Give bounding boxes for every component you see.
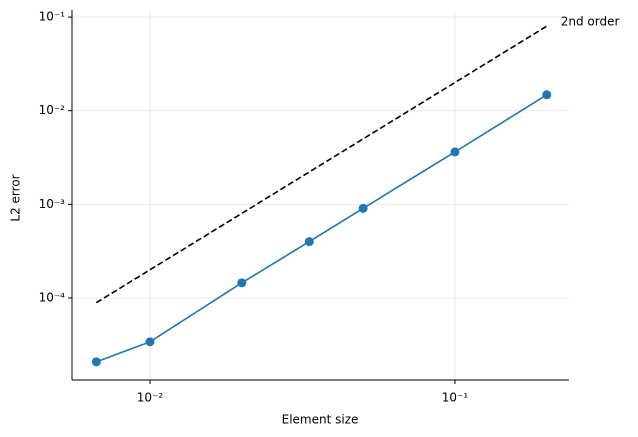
y-tick-label: 10⁻¹: [39, 10, 66, 24]
x-tick-label: 10⁻²: [137, 391, 164, 405]
data-point: [304, 237, 314, 247]
y-tick-label: 10⁻³: [39, 197, 66, 211]
data-point: [91, 357, 101, 367]
data-point: [358, 203, 368, 213]
series-line: [96, 94, 548, 363]
x-tick-label: 10⁻¹: [442, 391, 469, 405]
data-point: [542, 90, 552, 100]
data-point: [450, 147, 460, 157]
y-tick-label: 10⁻²: [39, 103, 66, 117]
data-point: [237, 278, 247, 288]
x-axis-label: Element size: [282, 413, 359, 427]
y-axis-label: L2 error: [9, 174, 23, 221]
series-label: 2nd order: [561, 15, 620, 29]
series-line: [95, 25, 548, 304]
data-point: [145, 337, 155, 347]
y-tick-label: 10⁻⁴: [39, 290, 66, 304]
